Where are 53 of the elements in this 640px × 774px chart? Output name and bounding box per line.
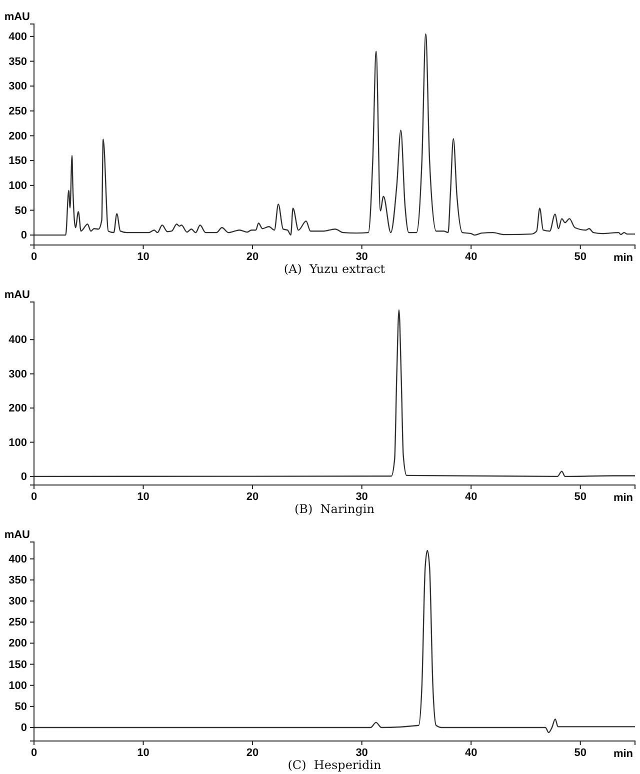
y-tick-label: 300 xyxy=(8,596,27,608)
y-tick-label: 250 xyxy=(8,105,27,118)
line-series xyxy=(33,309,636,478)
y-tick-label: 400 xyxy=(8,553,27,566)
y-axis-title: mAU xyxy=(4,529,30,541)
y-tick-label: 200 xyxy=(8,130,27,142)
y-tick-label: 350 xyxy=(8,56,27,68)
y-axis-title: mAU xyxy=(4,289,30,301)
y-tick-label: 100 xyxy=(8,436,27,449)
text: (A) Yuzu extract xyxy=(284,262,386,276)
y-tick-label: 250 xyxy=(8,616,27,629)
y-tick-label: 200 xyxy=(8,638,27,650)
y-tick-label: 300 xyxy=(8,80,27,93)
x-axis-title: min xyxy=(613,492,634,504)
x-tick-label: 0 xyxy=(30,746,38,759)
x-tick-label: 50 xyxy=(574,250,586,263)
y-tick-label: 100 xyxy=(8,680,27,692)
x-tick-label: 20 xyxy=(246,746,259,759)
y-tick-label: 300 xyxy=(8,368,27,380)
y-tick-label: 0 xyxy=(20,230,27,242)
x-tick-label: 0 xyxy=(30,490,38,503)
line-series xyxy=(33,550,636,734)
y-tick-label: 150 xyxy=(8,658,27,671)
x-axis-title: min xyxy=(613,748,634,760)
y-tick-label: 350 xyxy=(8,574,27,586)
text: (B) Naringin xyxy=(294,502,375,516)
y-tick-label: 200 xyxy=(8,402,27,415)
x-tick-label: 10 xyxy=(137,490,150,503)
x-tick-label: 40 xyxy=(464,490,478,503)
x-tick-label: 40 xyxy=(464,746,478,759)
text: (C) Hesperidin xyxy=(288,758,382,772)
x-tick-label: 20 xyxy=(246,250,259,263)
x-tick-label: 10 xyxy=(137,746,150,759)
y-tick-label: 0 xyxy=(20,722,27,734)
y-tick-label: 50 xyxy=(14,204,27,217)
y-axis-title: mAU xyxy=(4,11,30,23)
x-tick-label: 0 xyxy=(30,250,38,263)
x-tick-label: 20 xyxy=(246,490,259,503)
x-tick-label: 50 xyxy=(574,490,586,503)
y-tick-label: 100 xyxy=(8,180,27,192)
x-axis-title: min xyxy=(613,252,634,264)
y-tick-label: 150 xyxy=(8,155,27,168)
x-tick-label: 30 xyxy=(356,490,368,503)
x-tick-label: 30 xyxy=(356,250,368,263)
y-tick-label: 400 xyxy=(8,30,27,43)
x-tick-label: 30 xyxy=(356,746,368,759)
y-tick-label: 50 xyxy=(14,700,27,713)
x-tick-label: 40 xyxy=(464,250,478,263)
x-tick-label: 50 xyxy=(574,746,586,759)
y-tick-label: 400 xyxy=(8,334,27,346)
x-tick-label: 10 xyxy=(137,250,150,263)
y-tick-label: 0 xyxy=(20,470,27,483)
line-series xyxy=(33,33,636,236)
